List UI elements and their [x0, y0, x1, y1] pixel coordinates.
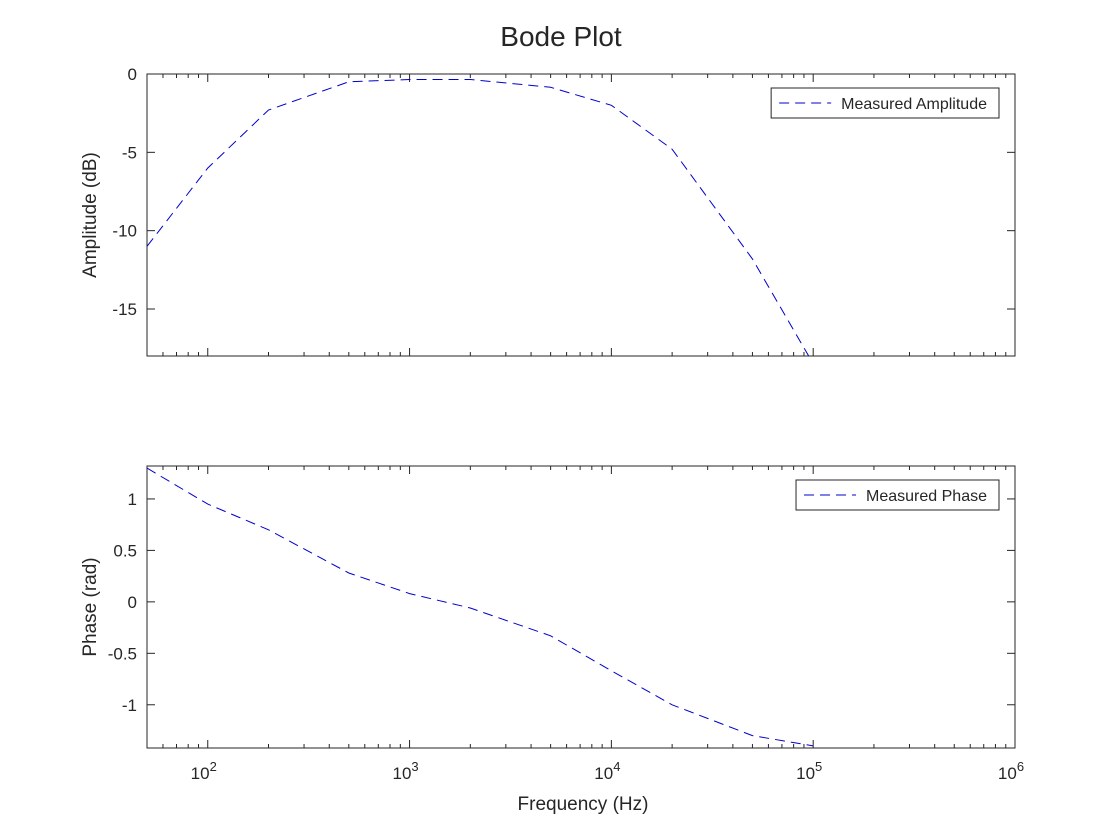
x-tick-label: 103: [392, 759, 418, 783]
phase-subplot: 102 103 104 105 106 1 0.5 0 -0.5 -1 Phase (rad) Fre…: [80, 465, 1024, 815]
amplitude-series-line: [147, 79, 810, 356]
y-tick-label: 0: [128, 593, 137, 612]
amplitude-subplot: 0 -5 -10 -15 Amplitude (dB) Measured Amplitud…: [80, 65, 1016, 357]
x-tick-label: 106: [998, 759, 1024, 783]
x-tick-label: 105: [796, 759, 822, 783]
amplitude-legend-label: Measured Amplitude: [841, 96, 987, 113]
phase-legend-label: Measured Phase: [866, 488, 987, 505]
y-tick-label: -15: [112, 300, 137, 319]
y-tick-label: -10: [112, 222, 137, 241]
x-tick-label: 102: [191, 759, 217, 783]
y-tick-label: 1: [128, 490, 137, 509]
phase-series-line: [147, 467, 814, 747]
y-tick-label: -0.5: [108, 644, 137, 663]
y-tick-label: -5: [122, 143, 137, 162]
x-tick-label: 104: [594, 759, 620, 783]
amplitude-legend-box: [770, 87, 1000, 119]
y-tick-label: -1: [122, 696, 137, 715]
y-tick-label: 0: [128, 65, 137, 84]
phase-y-axis-label: Phase (rad): [80, 557, 101, 656]
y-tick-label: 0.5: [113, 541, 137, 560]
amplitude-axes-box: [146, 73, 1016, 357]
phase-axes-box: [146, 465, 1016, 749]
amplitude-y-axis-label: Amplitude (dB): [80, 152, 101, 278]
chart-title: Bode Plot: [500, 21, 622, 52]
x-axis-label: Frequency (Hz): [518, 794, 649, 815]
